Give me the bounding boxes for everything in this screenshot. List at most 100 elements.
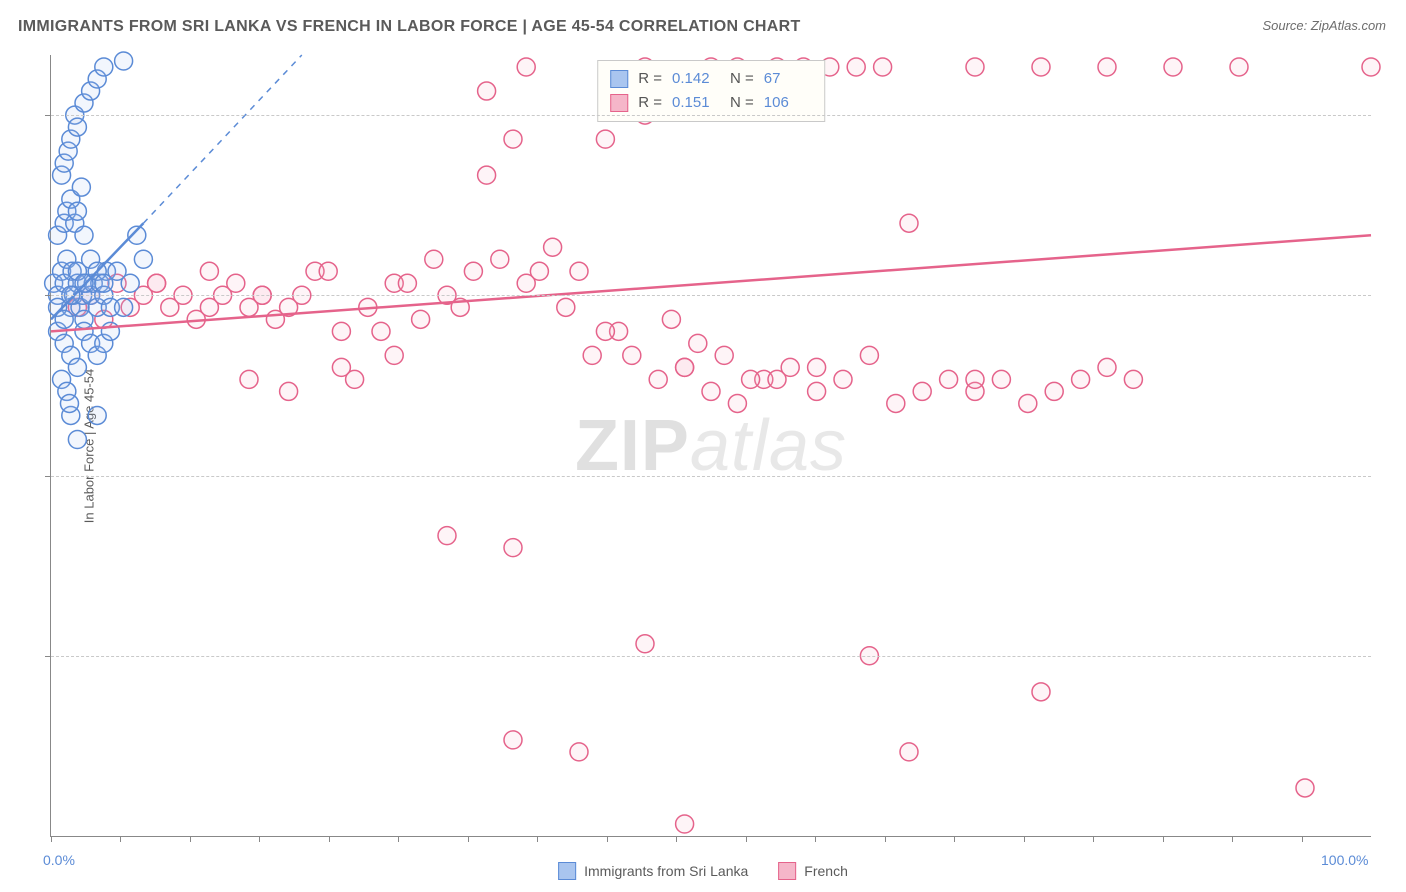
data-point — [596, 322, 614, 340]
data-point — [992, 370, 1010, 388]
data-point — [966, 370, 984, 388]
data-point — [504, 539, 522, 557]
data-point — [121, 274, 139, 292]
x-tick-mark — [1163, 836, 1164, 842]
data-point — [530, 262, 548, 280]
data-point — [72, 178, 90, 196]
data-point — [847, 58, 865, 76]
legend-label-french: French — [804, 863, 848, 879]
data-point — [319, 262, 337, 280]
x-tick-mark — [885, 836, 886, 842]
y-tick-mark — [45, 656, 51, 657]
data-point — [808, 358, 826, 376]
data-point — [398, 274, 416, 292]
data-point — [1019, 394, 1037, 412]
x-tick-mark — [954, 836, 955, 842]
legend-item-srilanka: Immigrants from Sri Lanka — [558, 862, 748, 880]
chart-title: IMMIGRANTS FROM SRI LANKA VS FRENCH IN L… — [18, 18, 801, 36]
stats-swatch-french — [610, 94, 628, 112]
data-point — [742, 370, 760, 388]
data-point — [834, 370, 852, 388]
stats-row-french: R = 0.151 N = 106 — [610, 91, 812, 115]
data-point — [240, 370, 258, 388]
data-point — [68, 202, 86, 220]
data-point — [689, 334, 707, 352]
x-tick-mark — [468, 836, 469, 842]
data-point — [1098, 358, 1116, 376]
y-tick-label: 85.0% — [1386, 287, 1406, 303]
stats-row-srilanka: R = 0.142 N = 67 — [610, 67, 812, 91]
y-tick-mark — [45, 476, 51, 477]
data-point — [860, 346, 878, 364]
data-point — [200, 262, 218, 280]
data-point — [649, 370, 667, 388]
data-point — [227, 274, 245, 292]
data-point — [68, 430, 86, 448]
data-point — [887, 394, 905, 412]
data-point — [676, 358, 694, 376]
legend-item-french: French — [778, 862, 848, 880]
data-point — [478, 166, 496, 184]
data-point — [900, 214, 918, 232]
data-point — [1032, 683, 1050, 701]
data-point — [478, 82, 496, 100]
grid-line — [51, 656, 1371, 657]
x-tick-mark — [329, 836, 330, 842]
data-point — [385, 346, 403, 364]
data-point — [583, 346, 601, 364]
stats-R-value-1: 0.151 — [672, 91, 720, 115]
stats-N-value-0: 67 — [764, 67, 812, 91]
trend-line-srilanka-dashed — [143, 55, 301, 223]
data-point — [68, 358, 86, 376]
data-point — [768, 370, 786, 388]
data-point — [88, 406, 106, 424]
x-tick-label: 0.0% — [43, 852, 75, 868]
data-point — [676, 815, 694, 833]
plot-area: ZIPatlas R = 0.142 N = 67 R = 0.151 N = … — [50, 55, 1371, 837]
x-tick-label: 100.0% — [1321, 852, 1368, 868]
stats-R-label-1: R = — [638, 91, 662, 115]
stats-swatch-srilanka — [610, 70, 628, 88]
x-tick-mark — [120, 836, 121, 842]
stats-N-label-1: N = — [730, 91, 754, 115]
data-point — [636, 635, 654, 653]
data-point — [425, 250, 443, 268]
grid-line — [51, 476, 1371, 477]
x-tick-mark — [1024, 836, 1025, 842]
data-point — [1032, 58, 1050, 76]
data-point — [412, 310, 430, 328]
data-point — [728, 394, 746, 412]
x-tick-mark — [537, 836, 538, 842]
x-tick-mark — [259, 836, 260, 842]
data-point — [438, 527, 456, 545]
data-point — [1362, 58, 1380, 76]
data-point — [702, 382, 720, 400]
stats-N-label-0: N = — [730, 67, 754, 91]
data-point — [1045, 382, 1063, 400]
legend-swatch-french — [778, 862, 796, 880]
y-tick-mark — [45, 115, 51, 116]
data-point — [940, 370, 958, 388]
data-point — [1072, 370, 1090, 388]
data-point — [134, 250, 152, 268]
correlation-stats-box: R = 0.142 N = 67 R = 0.151 N = 106 — [597, 60, 825, 122]
data-point — [101, 322, 119, 340]
data-point — [372, 322, 390, 340]
x-tick-mark — [815, 836, 816, 842]
x-tick-mark — [1302, 836, 1303, 842]
x-tick-mark — [398, 836, 399, 842]
data-point — [464, 262, 482, 280]
data-point — [1098, 58, 1116, 76]
stats-N-value-1: 106 — [764, 91, 812, 115]
data-point — [557, 298, 575, 316]
data-point — [570, 743, 588, 761]
x-tick-mark — [607, 836, 608, 842]
y-tick-label: 55.0% — [1386, 648, 1406, 664]
y-tick-mark — [45, 295, 51, 296]
x-tick-mark — [51, 836, 52, 842]
data-point — [1230, 58, 1248, 76]
data-point — [504, 130, 522, 148]
data-point — [491, 250, 509, 268]
data-point — [115, 298, 133, 316]
bottom-legend: Immigrants from Sri Lanka French — [558, 862, 848, 880]
